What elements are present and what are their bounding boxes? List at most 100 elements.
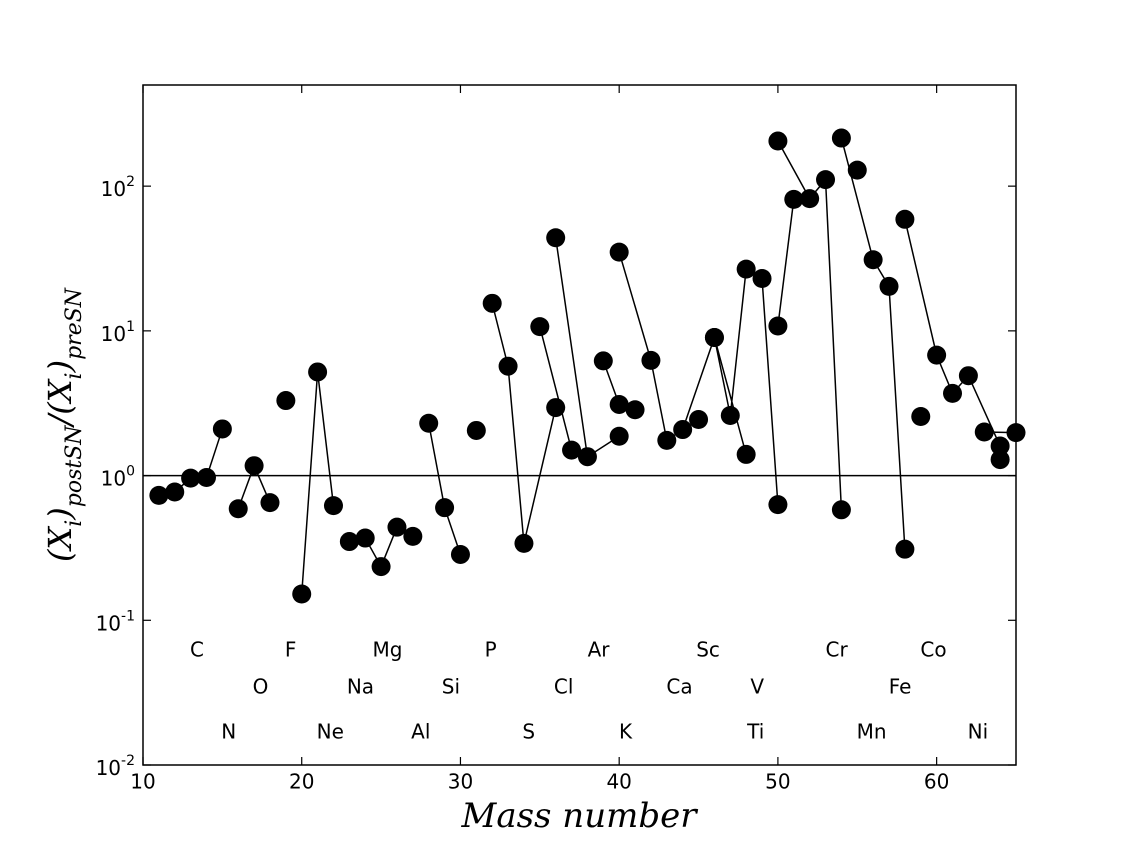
data-point — [371, 557, 391, 577]
element-label: Ti — [746, 720, 764, 744]
data-point — [863, 250, 883, 270]
data-point — [895, 539, 915, 559]
x-axis-label: Mass number — [461, 796, 699, 836]
y-tick-label: 10-2 — [96, 753, 135, 780]
y-tick-exponent: 1 — [126, 319, 135, 335]
element-label: Fe — [889, 675, 912, 699]
data-point — [466, 420, 486, 440]
data-point — [292, 584, 312, 604]
y-label-part: /(X — [41, 378, 79, 428]
data-point — [165, 482, 185, 502]
data-point — [768, 495, 788, 515]
data-point — [958, 366, 978, 386]
element-label: F — [285, 637, 297, 661]
data-point — [704, 327, 724, 347]
data-point — [879, 276, 899, 296]
y-axis-label: (Xi)postSN/(Xi)preSN — [41, 287, 87, 562]
data-point — [800, 189, 820, 209]
x-tick-label: 50 — [765, 770, 790, 794]
data-point — [1006, 423, 1026, 443]
y-tick-label: 10-1 — [96, 608, 135, 635]
element-label: Si — [442, 675, 460, 699]
y-label-subscript: preSN — [62, 287, 87, 360]
data-point — [657, 430, 677, 450]
element-label: Al — [411, 720, 430, 744]
data-point — [339, 532, 359, 552]
data-point — [609, 426, 629, 446]
y-tick-base: 10 — [96, 756, 121, 780]
y-tick-exponent: 2 — [126, 174, 135, 190]
data-point — [736, 444, 756, 464]
element-label: Mg — [372, 637, 402, 661]
y-tick-base: 10 — [101, 466, 126, 490]
y-tick-label: 101 — [101, 319, 135, 346]
data-point — [609, 242, 629, 262]
y-tick-base: 10 — [101, 321, 126, 345]
data-point — [974, 422, 994, 442]
x-tick-label: 30 — [448, 770, 473, 794]
y-label-subscript: i — [62, 372, 87, 379]
data-point — [196, 467, 216, 487]
data-point — [260, 493, 280, 513]
data-point — [831, 128, 851, 148]
y-label-part: ) — [41, 507, 79, 520]
element-label: C — [190, 637, 204, 661]
data-point — [943, 383, 963, 403]
y-label-part: ) — [41, 360, 79, 373]
y-tick-base: 10 — [96, 611, 121, 635]
element-label: Cl — [554, 675, 574, 699]
element-label: K — [619, 720, 633, 744]
element-label: O — [253, 675, 269, 699]
y-tick-base: 10 — [101, 177, 126, 201]
y-tick-label: 102 — [101, 174, 135, 201]
data-point — [990, 450, 1010, 470]
element-label: P — [485, 637, 497, 661]
data-point — [212, 419, 232, 439]
element-label: Na — [347, 675, 374, 699]
data-point — [403, 526, 423, 546]
data-point — [387, 517, 407, 537]
data-point — [911, 406, 931, 426]
data-point — [546, 398, 566, 418]
data-point — [244, 456, 264, 476]
data-point — [895, 209, 915, 229]
data-point — [831, 500, 851, 520]
data-point — [784, 189, 804, 209]
element-label: Ar — [588, 637, 611, 661]
element-label: Co — [920, 637, 946, 661]
data-point — [228, 499, 248, 519]
data-point — [847, 160, 867, 180]
y-label-subscript: postSN — [62, 425, 87, 508]
y-label-subscript: i — [62, 520, 87, 527]
data-point — [689, 410, 709, 430]
element-label: N — [221, 720, 236, 744]
y-label-part: (X — [41, 526, 79, 562]
data-line — [158, 137, 1017, 595]
data-point — [498, 356, 518, 376]
plot-frame — [142, 84, 1017, 766]
element-label: Cr — [826, 637, 849, 661]
data-point — [673, 420, 693, 440]
data-point — [768, 131, 788, 151]
data-point — [419, 413, 439, 433]
data-point — [149, 485, 169, 505]
data-point — [736, 259, 756, 279]
element-label: Ni — [968, 720, 989, 744]
data-point — [435, 498, 455, 518]
element-label: V — [750, 675, 764, 699]
x-tick-label: 10 — [130, 770, 155, 794]
data-point — [530, 317, 550, 337]
data-point — [720, 406, 740, 426]
element-label: Sc — [696, 637, 720, 661]
data-point — [181, 468, 201, 488]
data-point — [609, 394, 629, 414]
element-label: S — [522, 720, 535, 744]
element-label: Mn — [857, 720, 887, 744]
data-point — [927, 345, 947, 365]
x-tick-label: 20 — [289, 770, 314, 794]
data-point — [323, 496, 343, 516]
y-tick-exponent: -1 — [121, 608, 135, 624]
x-tick-label: 40 — [606, 770, 631, 794]
